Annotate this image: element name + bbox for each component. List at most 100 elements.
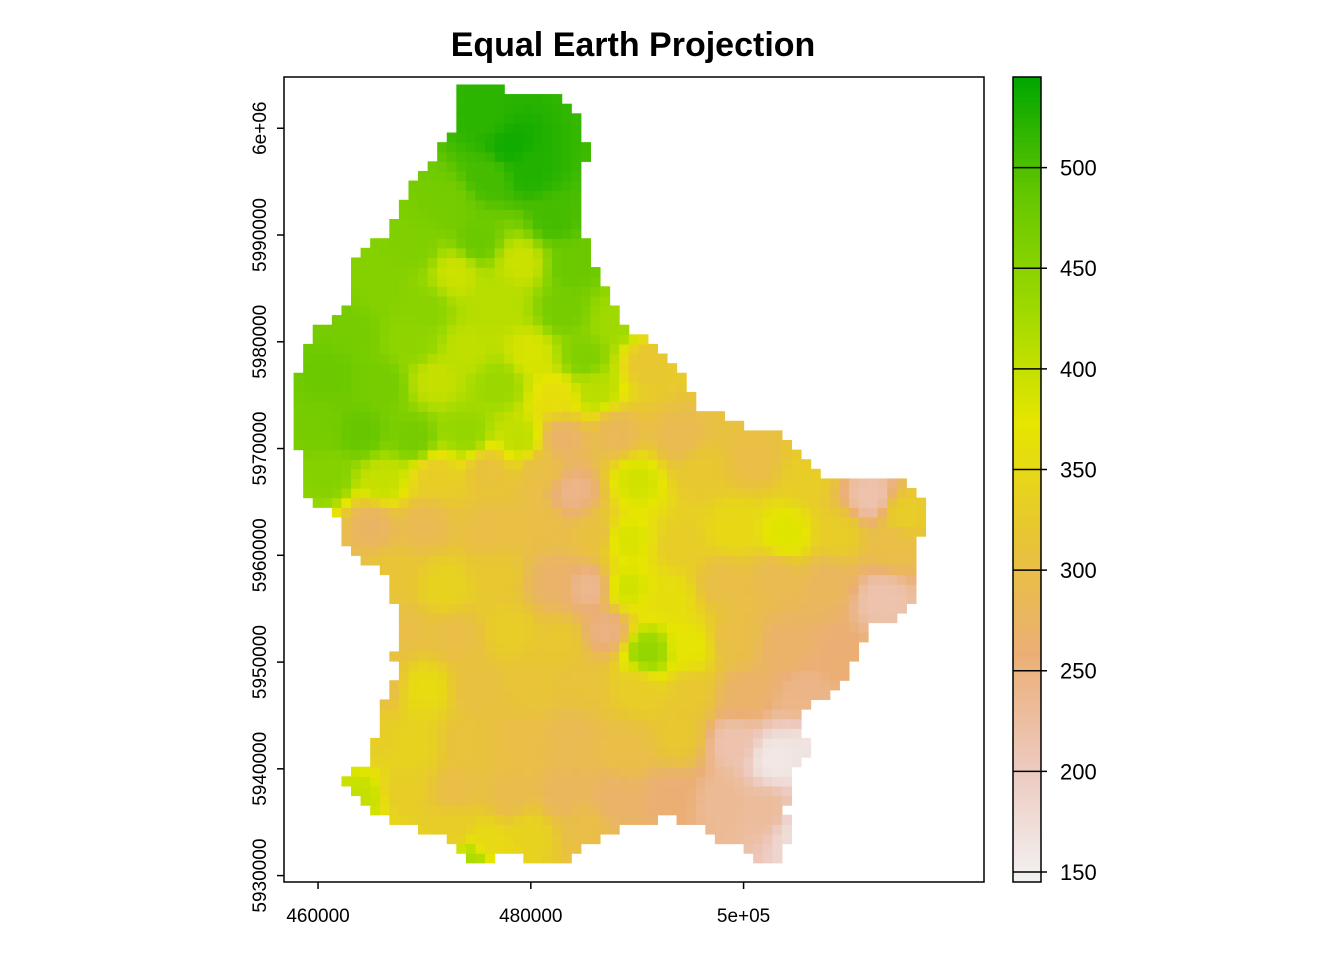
raster-cell (465, 593, 477, 604)
raster-cell (599, 651, 611, 662)
raster-cell (532, 142, 544, 153)
raster-cell (418, 737, 429, 749)
raster-cell (657, 555, 668, 566)
raster-cell (360, 766, 371, 777)
raster-cell (456, 94, 467, 105)
raster-cell (743, 795, 754, 806)
raster-cell (504, 612, 515, 624)
raster-cell (590, 440, 601, 451)
raster-cell (753, 689, 764, 701)
raster-cell (829, 488, 840, 499)
raster-cell (743, 766, 754, 777)
raster-cell (475, 449, 486, 460)
raster-cell (695, 420, 706, 431)
raster-cell (456, 824, 467, 835)
raster-cell (552, 632, 563, 643)
raster-cell (705, 776, 716, 787)
raster-cell (887, 545, 898, 556)
raster-cell (542, 94, 553, 105)
legend-color-step (1013, 595, 1041, 601)
raster-cell (485, 766, 496, 777)
raster-cell (772, 488, 783, 499)
raster-cell (322, 478, 333, 489)
raster-cell (571, 113, 582, 124)
raster-cell (370, 555, 381, 566)
raster-cell (446, 776, 457, 787)
raster-cell (331, 459, 343, 470)
raster-cell (599, 641, 611, 652)
raster-cell (523, 833, 534, 845)
raster-cell (638, 516, 649, 528)
raster-cell (676, 670, 687, 681)
raster-cell (657, 776, 668, 787)
raster-cell (561, 305, 572, 316)
raster-cell (638, 670, 649, 681)
raster-cell (619, 737, 630, 749)
raster-cell (465, 132, 477, 143)
raster-cell (437, 507, 448, 518)
raster-cell (532, 363, 544, 374)
legend-color-step (1013, 212, 1041, 219)
raster-cell (398, 776, 410, 787)
raster-cell (762, 795, 773, 806)
raster-cell (418, 814, 429, 825)
raster-cell (494, 766, 505, 777)
raster-cell (762, 737, 773, 749)
raster-cell (523, 584, 534, 595)
raster-cell (705, 814, 716, 825)
raster-cell (427, 430, 438, 441)
raster-cell (494, 103, 505, 114)
legend-color-step (1013, 766, 1041, 772)
raster-cell (427, 545, 438, 556)
raster-cell (485, 228, 496, 239)
raster-cell (427, 295, 438, 307)
raster-cell (532, 103, 544, 114)
raster-cell (571, 199, 582, 210)
raster-cell (628, 497, 639, 508)
raster-cell (686, 641, 697, 652)
raster-cell (542, 391, 553, 403)
raster-cell (753, 728, 764, 739)
raster-cell (657, 372, 668, 383)
raster-cell (485, 622, 496, 633)
raster-cell (743, 805, 754, 816)
raster-cell (418, 795, 429, 806)
raster-cell (571, 795, 582, 806)
raster-cell (561, 776, 572, 787)
raster-cell (724, 478, 735, 489)
legend-color-step (1013, 529, 1041, 536)
raster-cell (753, 536, 764, 547)
raster-cell (829, 516, 840, 528)
raster-cell (609, 343, 620, 355)
raster-cell (475, 199, 486, 210)
raster-cell (456, 507, 467, 518)
raster-cell (552, 737, 563, 749)
raster-cell (580, 343, 591, 355)
raster-cell (724, 603, 735, 614)
raster-cell (532, 382, 544, 393)
raster-cell (427, 670, 438, 681)
raster-cell (446, 315, 457, 326)
raster-cell (753, 641, 764, 652)
raster-cell (628, 353, 639, 364)
raster-cell (465, 843, 477, 854)
raster-cell (389, 305, 400, 316)
raster-cell (513, 670, 524, 681)
raster-cell (427, 709, 438, 720)
raster-cell (552, 151, 563, 162)
raster-cell (465, 391, 477, 403)
raster-cell (619, 814, 630, 825)
raster-cell (676, 593, 687, 604)
raster-cell (801, 574, 812, 585)
raster-cell (513, 795, 524, 806)
raster-cell (398, 507, 410, 518)
raster-cell (906, 555, 917, 566)
raster-cell (475, 219, 486, 230)
raster-cell (485, 737, 496, 749)
raster-cell (628, 382, 639, 393)
raster-cell (628, 795, 639, 806)
raster-cell (820, 632, 831, 643)
raster-cell (379, 257, 390, 268)
raster-cell (552, 382, 563, 393)
raster-cell (571, 670, 582, 681)
